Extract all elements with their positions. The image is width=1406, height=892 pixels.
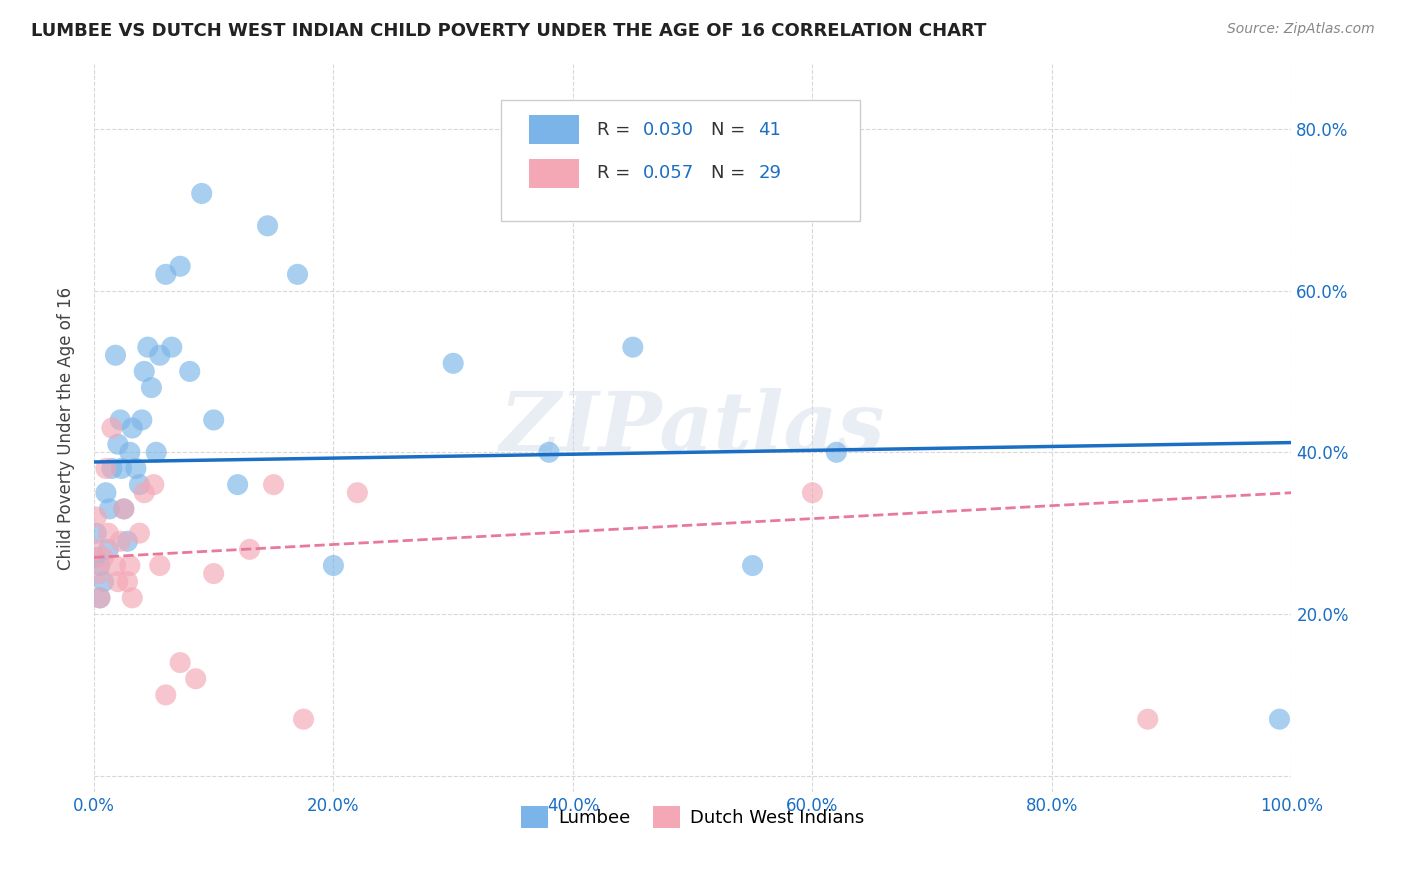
- Point: [86, 510, 108, 524]
- Point: [292, 712, 315, 726]
- Point: [112, 502, 135, 516]
- Point: [118, 445, 141, 459]
- Point: [128, 526, 150, 541]
- FancyBboxPatch shape: [501, 101, 860, 220]
- Point: [226, 477, 249, 491]
- Point: [131, 413, 153, 427]
- Point: [1268, 712, 1291, 726]
- Point: [741, 558, 763, 573]
- Point: [1136, 712, 1159, 726]
- Point: [136, 340, 159, 354]
- Point: [97, 526, 120, 541]
- Point: [263, 477, 285, 491]
- Point: [110, 534, 132, 549]
- Point: [128, 477, 150, 491]
- Point: [825, 445, 848, 459]
- Point: [94, 461, 117, 475]
- Point: [89, 591, 111, 605]
- Point: [537, 445, 560, 459]
- Text: N =: N =: [710, 120, 751, 138]
- Point: [84, 550, 107, 565]
- Point: [169, 259, 191, 273]
- Point: [104, 348, 127, 362]
- Point: [322, 558, 344, 573]
- Point: [239, 542, 262, 557]
- Text: 41: 41: [759, 120, 782, 138]
- Point: [121, 591, 143, 605]
- Point: [184, 672, 207, 686]
- Point: [160, 340, 183, 354]
- Point: [287, 268, 309, 282]
- Point: [145, 445, 167, 459]
- Point: [441, 356, 464, 370]
- Point: [134, 485, 156, 500]
- Text: 0.030: 0.030: [643, 120, 693, 138]
- Point: [202, 566, 225, 581]
- Point: [93, 574, 115, 589]
- Point: [169, 656, 191, 670]
- Point: [190, 186, 212, 201]
- Point: [93, 550, 115, 565]
- Point: [110, 413, 132, 427]
- Y-axis label: Child Poverty Under the Age of 16: Child Poverty Under the Age of 16: [58, 286, 75, 570]
- Point: [97, 542, 120, 557]
- Text: Source: ZipAtlas.com: Source: ZipAtlas.com: [1227, 22, 1375, 37]
- Point: [256, 219, 278, 233]
- Point: [112, 502, 135, 516]
- Text: R =: R =: [598, 164, 636, 182]
- FancyBboxPatch shape: [529, 159, 579, 188]
- Text: LUMBEE VS DUTCH WEST INDIAN CHILD POVERTY UNDER THE AGE OF 16 CORRELATION CHART: LUMBEE VS DUTCH WEST INDIAN CHILD POVERT…: [31, 22, 986, 40]
- Point: [101, 461, 124, 475]
- Point: [142, 477, 165, 491]
- Text: 29: 29: [759, 164, 782, 182]
- Point: [118, 558, 141, 573]
- Point: [107, 437, 129, 451]
- Point: [107, 574, 129, 589]
- Point: [84, 542, 107, 557]
- Point: [346, 485, 368, 500]
- Point: [801, 485, 824, 500]
- Point: [149, 348, 172, 362]
- Point: [104, 558, 127, 573]
- Point: [141, 381, 163, 395]
- Point: [101, 421, 124, 435]
- Point: [155, 268, 177, 282]
- Point: [110, 461, 132, 475]
- Text: 0.057: 0.057: [643, 164, 693, 182]
- Text: N =: N =: [710, 164, 751, 182]
- Point: [98, 502, 121, 516]
- Point: [155, 688, 177, 702]
- Point: [202, 413, 225, 427]
- Point: [87, 566, 110, 581]
- Point: [149, 558, 172, 573]
- Point: [121, 421, 143, 435]
- Text: ZIPatlas: ZIPatlas: [501, 388, 886, 468]
- Point: [89, 591, 111, 605]
- Point: [86, 526, 108, 541]
- Point: [117, 534, 139, 549]
- Point: [125, 461, 148, 475]
- Point: [117, 574, 139, 589]
- Point: [621, 340, 644, 354]
- FancyBboxPatch shape: [529, 115, 579, 145]
- Legend: Lumbee, Dutch West Indians: Lumbee, Dutch West Indians: [513, 799, 872, 835]
- Point: [89, 558, 111, 573]
- Text: R =: R =: [598, 120, 636, 138]
- Point: [179, 364, 201, 378]
- Point: [94, 485, 117, 500]
- Point: [134, 364, 156, 378]
